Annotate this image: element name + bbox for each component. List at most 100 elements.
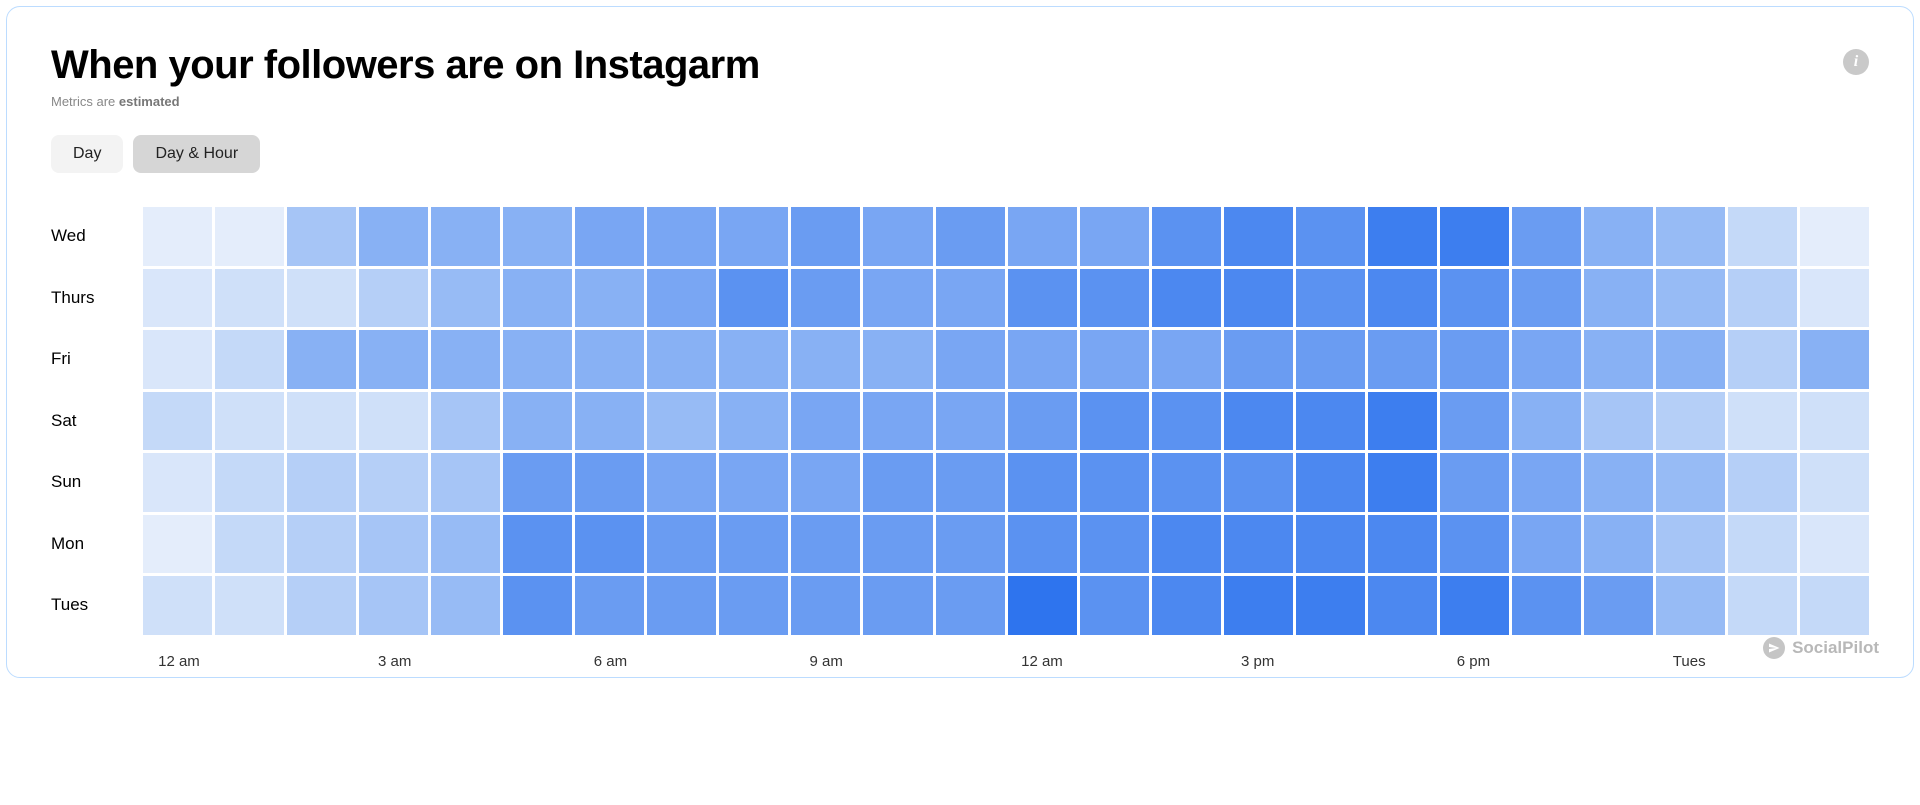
heatmap-cell[interactable] — [1080, 392, 1149, 451]
heatmap-cell[interactable] — [1368, 330, 1437, 389]
heatmap-cell[interactable] — [1584, 515, 1653, 574]
heatmap-cell[interactable] — [1656, 207, 1725, 266]
tab-day[interactable]: Day — [51, 135, 123, 173]
heatmap-cell[interactable] — [1800, 392, 1869, 451]
heatmap-cell[interactable] — [215, 207, 284, 266]
heatmap-cell[interactable] — [431, 515, 500, 574]
heatmap-cell[interactable] — [287, 576, 356, 635]
heatmap-cell[interactable] — [1440, 269, 1509, 328]
heatmap-cell[interactable] — [936, 207, 1005, 266]
heatmap-cell[interactable] — [1584, 207, 1653, 266]
heatmap-cell[interactable] — [359, 392, 428, 451]
heatmap-cell[interactable] — [1368, 269, 1437, 328]
heatmap-cell[interactable] — [1152, 515, 1221, 574]
heatmap-cell[interactable] — [1512, 269, 1581, 328]
heatmap-cell[interactable] — [1656, 392, 1725, 451]
heatmap-cell[interactable] — [1296, 453, 1365, 512]
heatmap-cell[interactable] — [1800, 330, 1869, 389]
heatmap-cell[interactable] — [1296, 330, 1365, 389]
heatmap-cell[interactable] — [1152, 392, 1221, 451]
heatmap-cell[interactable] — [1296, 269, 1365, 328]
heatmap-cell[interactable] — [575, 392, 644, 451]
heatmap-cell[interactable] — [143, 330, 212, 389]
heatmap-cell[interactable] — [1368, 515, 1437, 574]
heatmap-cell[interactable] — [1728, 330, 1797, 389]
heatmap-cell[interactable] — [1512, 330, 1581, 389]
heatmap-cell[interactable] — [1440, 207, 1509, 266]
heatmap-cell[interactable] — [936, 392, 1005, 451]
heatmap-cell[interactable] — [1224, 576, 1293, 635]
heatmap-cell[interactable] — [1584, 330, 1653, 389]
heatmap-cell[interactable] — [287, 453, 356, 512]
heatmap-cell[interactable] — [503, 453, 572, 512]
heatmap-cell[interactable] — [503, 576, 572, 635]
heatmap-cell[interactable] — [431, 269, 500, 328]
heatmap-cell[interactable] — [719, 515, 788, 574]
heatmap-cell[interactable] — [1224, 330, 1293, 389]
heatmap-cell[interactable] — [791, 453, 860, 512]
heatmap-cell[interactable] — [1296, 207, 1365, 266]
heatmap-cell[interactable] — [359, 453, 428, 512]
heatmap-cell[interactable] — [359, 576, 428, 635]
heatmap-cell[interactable] — [215, 515, 284, 574]
heatmap-cell[interactable] — [431, 207, 500, 266]
heatmap-cell[interactable] — [143, 207, 212, 266]
heatmap-cell[interactable] — [1224, 269, 1293, 328]
heatmap-cell[interactable] — [431, 576, 500, 635]
heatmap-cell[interactable] — [647, 392, 716, 451]
heatmap-cell[interactable] — [1008, 269, 1077, 328]
heatmap-cell[interactable] — [863, 330, 932, 389]
heatmap-cell[interactable] — [1152, 269, 1221, 328]
heatmap-cell[interactable] — [1080, 207, 1149, 266]
heatmap-cell[interactable] — [647, 207, 716, 266]
heatmap-cell[interactable] — [503, 392, 572, 451]
heatmap-cell[interactable] — [575, 269, 644, 328]
heatmap-cell[interactable] — [1512, 392, 1581, 451]
heatmap-cell[interactable] — [1440, 392, 1509, 451]
heatmap-cell[interactable] — [791, 207, 860, 266]
heatmap-cell[interactable] — [431, 330, 500, 389]
heatmap-cell[interactable] — [1440, 330, 1509, 389]
heatmap-cell[interactable] — [1008, 453, 1077, 512]
heatmap-cell[interactable] — [575, 576, 644, 635]
heatmap-cell[interactable] — [143, 515, 212, 574]
heatmap-cell[interactable] — [1728, 392, 1797, 451]
heatmap-cell[interactable] — [575, 453, 644, 512]
heatmap-cell[interactable] — [359, 330, 428, 389]
heatmap-cell[interactable] — [863, 392, 932, 451]
heatmap-cell[interactable] — [215, 392, 284, 451]
heatmap-cell[interactable] — [359, 207, 428, 266]
heatmap-cell[interactable] — [1440, 453, 1509, 512]
heatmap-cell[interactable] — [936, 330, 1005, 389]
heatmap-cell[interactable] — [1080, 269, 1149, 328]
heatmap-cell[interactable] — [791, 515, 860, 574]
heatmap-cell[interactable] — [1728, 576, 1797, 635]
heatmap-cell[interactable] — [936, 453, 1005, 512]
heatmap-cell[interactable] — [1728, 269, 1797, 328]
heatmap-cell[interactable] — [1008, 576, 1077, 635]
heatmap-cell[interactable] — [215, 453, 284, 512]
heatmap-cell[interactable] — [1728, 515, 1797, 574]
heatmap-cell[interactable] — [1224, 392, 1293, 451]
heatmap-cell[interactable] — [719, 576, 788, 635]
heatmap-cell[interactable] — [359, 515, 428, 574]
heatmap-cell[interactable] — [359, 269, 428, 328]
heatmap-cell[interactable] — [503, 269, 572, 328]
heatmap-cell[interactable] — [1080, 453, 1149, 512]
heatmap-cell[interactable] — [1584, 392, 1653, 451]
heatmap-cell[interactable] — [1584, 453, 1653, 512]
heatmap-cell[interactable] — [936, 269, 1005, 328]
heatmap-cell[interactable] — [431, 392, 500, 451]
heatmap-cell[interactable] — [1800, 269, 1869, 328]
heatmap-cell[interactable] — [1080, 576, 1149, 635]
heatmap-cell[interactable] — [1296, 392, 1365, 451]
heatmap-cell[interactable] — [1800, 207, 1869, 266]
heatmap-cell[interactable] — [791, 392, 860, 451]
heatmap-cell[interactable] — [287, 515, 356, 574]
heatmap-cell[interactable] — [863, 515, 932, 574]
heatmap-cell[interactable] — [647, 269, 716, 328]
heatmap-cell[interactable] — [503, 330, 572, 389]
heatmap-cell[interactable] — [719, 207, 788, 266]
heatmap-cell[interactable] — [1656, 453, 1725, 512]
heatmap-cell[interactable] — [215, 330, 284, 389]
